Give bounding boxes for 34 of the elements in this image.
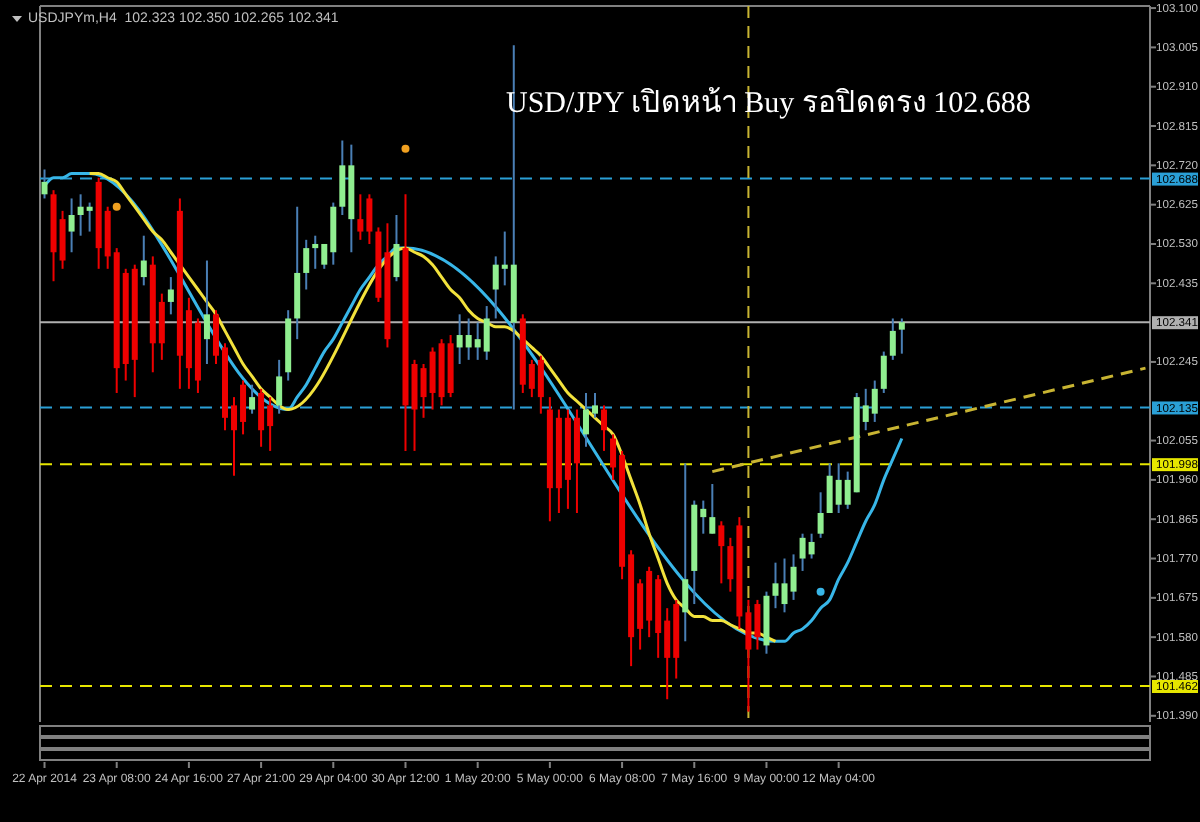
candlestick <box>276 358 283 415</box>
candlestick <box>167 276 174 316</box>
candlestick <box>537 354 544 415</box>
candlestick <box>258 387 265 448</box>
candlestick <box>41 168 48 200</box>
candlestick <box>898 317 905 355</box>
candlestick <box>357 193 364 241</box>
candlestick <box>871 379 878 423</box>
point <box>112 202 121 211</box>
candlestick <box>294 205 301 341</box>
candlestick <box>312 234 319 270</box>
candlestick <box>249 383 256 415</box>
point <box>401 144 410 153</box>
candlestick <box>790 553 797 601</box>
point <box>816 587 825 596</box>
candlestick <box>682 462 689 643</box>
candlestick <box>772 561 779 610</box>
candlestick <box>203 259 210 365</box>
candlestick <box>68 197 75 254</box>
candlestick <box>483 305 490 361</box>
line-series <box>43 172 904 643</box>
candlestick <box>573 408 580 514</box>
candlestick <box>140 234 147 287</box>
candlestick <box>86 201 93 233</box>
candlestick <box>889 317 896 361</box>
candlestick <box>339 139 346 217</box>
candlestick <box>817 491 824 539</box>
candlestick <box>880 350 887 394</box>
candlestick <box>709 483 716 535</box>
candlestick <box>808 532 815 560</box>
candlestick <box>303 238 310 291</box>
candlestick <box>601 404 608 452</box>
candlestick <box>393 214 400 283</box>
candlestick <box>718 520 725 585</box>
